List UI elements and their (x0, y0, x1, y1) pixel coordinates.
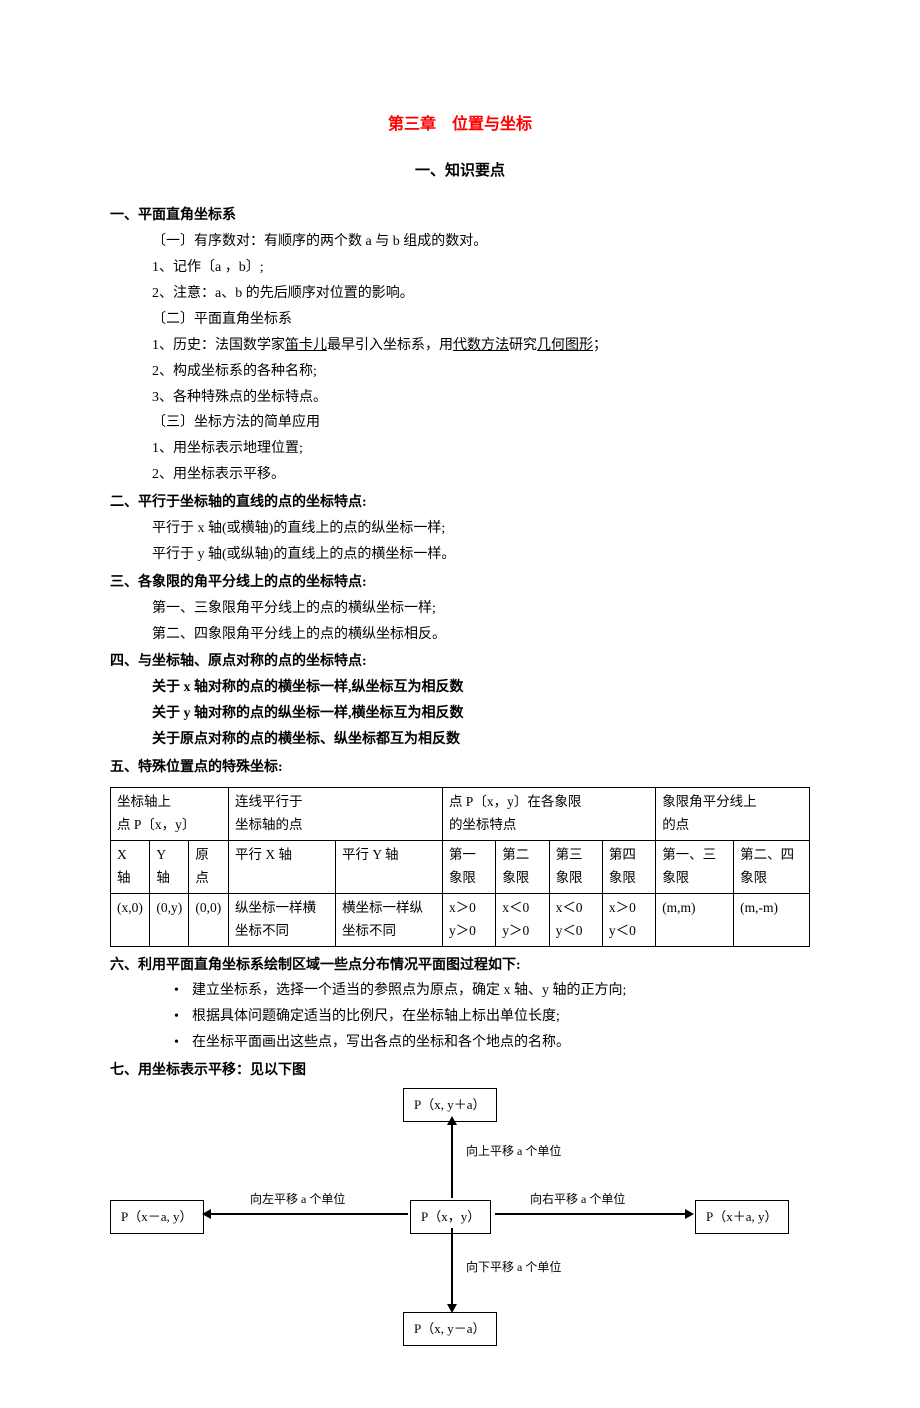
sec3-heading: 三、各象限的角平分线上的点的坐标特点: (110, 570, 810, 596)
sec7-heading: 七、用坐标表示平移：见以下图 (110, 1058, 810, 1084)
table-cell: 连线平行于 坐标轴的点 (229, 787, 443, 840)
table-cell: 横坐标一样纵坐标不同 (335, 893, 442, 946)
underline-text: 代数方法 (453, 338, 509, 353)
sec1-1-2: 2、注意：a、b 的先后顺序对位置的影响。 (110, 281, 810, 307)
diagram-node-right: P（x＋a, y） (695, 1200, 789, 1234)
table-cell: 坐标轴上 点 P〔x，y〕 (111, 787, 229, 840)
section-heading: 一、知识要点 (110, 158, 810, 186)
table-cell: 原点 (189, 840, 229, 893)
underline-text: 笛卡儿 (285, 338, 327, 353)
table-cell: 第二象限 (496, 840, 549, 893)
table-cell: Y 轴 (150, 840, 189, 893)
sec2-heading: 二、平行于坐标轴的直线的点的坐标特点: (110, 490, 810, 516)
sec2-l2: 平行于 y 轴(或纵轴)的直线上的点的横坐标一样。 (110, 542, 810, 568)
table-cell: x＞0y＞0 (442, 893, 495, 946)
table-cell: (m,-m) (734, 893, 810, 946)
text: 研究 (509, 338, 537, 353)
table-cell: 象限角平分线上 的点 (656, 787, 810, 840)
table-cell: 纵坐标一样横坐标不同 (229, 893, 336, 946)
coord-table: 坐标轴上 点 P〔x，y〕 连线平行于 坐标轴的点 点 P〔x，y〕在各象限 的… (110, 787, 810, 947)
sec4-l3: 关于原点对称的点的横坐标、纵坐标都互为相反数 (110, 727, 810, 753)
table-cell: 平行 X 轴 (229, 840, 336, 893)
table-cell: (0,0) (189, 893, 229, 946)
chapter-title: 第三章 位置与坐标 (110, 110, 810, 140)
sec2-l1: 平行于 x 轴(或横轴)的直线上的点的纵坐标一样; (110, 516, 810, 542)
table-cell: 第一象限 (442, 840, 495, 893)
sec6-heading: 六、利用平面直角坐标系绘制区域一些点分布情况平面图过程如下: (110, 953, 810, 979)
sec1-sub3: 〔三〕坐标方法的简单应用 (110, 410, 810, 436)
text: 1、历史：法国数学家 (152, 338, 285, 353)
sec4-l1: 关于 x 轴对称的点的横坐标一样,纵坐标互为相反数 (110, 675, 810, 701)
sec1-3-1: 1、用坐标表示地理位置; (110, 436, 810, 462)
diagram-node-left: P（x－a, y） (110, 1200, 204, 1234)
sec1-1-1: 1、记作〔a ，b〕; (110, 255, 810, 281)
sec1-2-1: 1、历史：法国数学家笛卡儿最早引入坐标系，用代数方法研究几何图形； (110, 333, 810, 359)
table-cell: x＜0y＜0 (549, 893, 602, 946)
text: ； (593, 338, 607, 353)
table-cell: 平行 Y 轴 (335, 840, 442, 893)
diagram-label-up: 向上平移 a 个单位 (466, 1140, 561, 1162)
table-cell: x＜0y＞0 (496, 893, 549, 946)
table-cell: x＞0y＜0 (602, 893, 655, 946)
list-item: 根据具体问题确定适当的比例尺，在坐标轴上标出单位长度; (174, 1004, 810, 1030)
table-row: X 轴 Y 轴 原点 平行 X 轴 平行 Y 轴 第一象限 第二象限 第三象限 … (111, 840, 810, 893)
sec3-l2: 第二、四象限角平分线上的点的横纵坐标相反。 (110, 622, 810, 648)
table-cell: 点 P〔x，y〕在各象限 的坐标特点 (442, 787, 655, 840)
translation-diagram: P（x, y＋a） P（x，y） P（x, y－a） P（x－a, y） P（x… (110, 1088, 810, 1348)
sec1-2-3: 3、各种特殊点的坐标特点。 (110, 385, 810, 411)
sec5-heading: 五、特殊位置点的特殊坐标: (110, 755, 810, 781)
table-cell: 第三象限 (549, 840, 602, 893)
text: 最早引入坐标系，用 (327, 338, 453, 353)
sec1-heading: 一、平面直角坐标系 (110, 203, 810, 229)
list-item: 建立坐标系，选择一个适当的参照点为原点，确定 x 轴、y 轴的正方向; (174, 978, 810, 1004)
table-cell: X 轴 (111, 840, 150, 893)
diagram-label-left: 向左平移 a 个单位 (250, 1188, 345, 1210)
table-cell: 第二、四象限 (734, 840, 810, 893)
table-cell: 第四象限 (602, 840, 655, 893)
list-item: 在坐标平面画出这些点，写出各点的坐标和各个地点的名称。 (174, 1030, 810, 1056)
sec1-2-2: 2、构成坐标系的各种名称; (110, 359, 810, 385)
table-row: 坐标轴上 点 P〔x，y〕 连线平行于 坐标轴的点 点 P〔x，y〕在各象限 的… (111, 787, 810, 840)
sec6-bullets: 建立坐标系，选择一个适当的参照点为原点，确定 x 轴、y 轴的正方向; 根据具体… (110, 978, 810, 1056)
sec1-sub1: 〔一〕有序数对：有顺序的两个数 a 与 b 组成的数对。 (110, 229, 810, 255)
table-cell: 第一、三象限 (656, 840, 734, 893)
diagram-label-down: 向下平移 a 个单位 (466, 1256, 561, 1278)
sec4-heading: 四、与坐标轴、原点对称的点的坐标特点: (110, 649, 810, 675)
diagram-node-bottom: P（x, y－a） (403, 1312, 497, 1346)
sec1-3-2: 2、用坐标表示平移。 (110, 462, 810, 488)
sec3-l1: 第一、三象限角平分线上的点的横纵坐标一样; (110, 596, 810, 622)
table-cell: (x,0) (111, 893, 150, 946)
diagram-label-right: 向右平移 a 个单位 (530, 1188, 625, 1210)
sec1-sub2: 〔二〕平面直角坐标系 (110, 307, 810, 333)
table-row: (x,0) (0,y) (0,0) 纵坐标一样横坐标不同 横坐标一样纵坐标不同 … (111, 893, 810, 946)
sec4-l2: 关于 y 轴对称的点的纵坐标一样,横坐标互为相反数 (110, 701, 810, 727)
underline-text: 几何图形 (537, 338, 593, 353)
table-cell: (m,m) (656, 893, 734, 946)
table-cell: (0,y) (150, 893, 189, 946)
